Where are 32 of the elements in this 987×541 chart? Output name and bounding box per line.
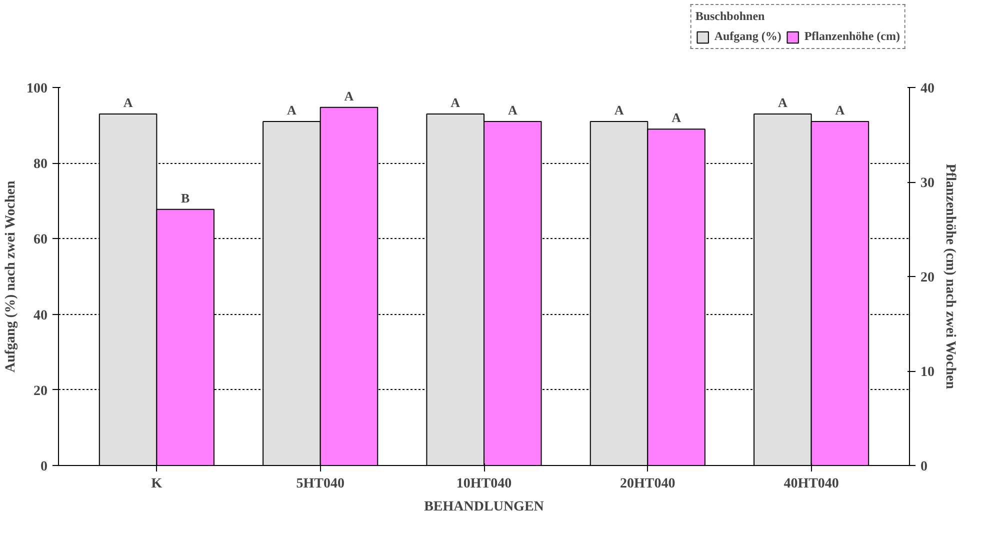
data-label: A xyxy=(344,88,354,104)
data-label: A xyxy=(508,102,518,118)
data-label: A xyxy=(835,102,846,118)
data-label: A xyxy=(123,94,134,110)
data-label: A xyxy=(614,102,624,118)
y-tick-label: 20 xyxy=(34,384,48,399)
data-label: B xyxy=(180,190,190,206)
x-tick-label: K xyxy=(151,476,162,492)
legend-label: Pflanzenhöhe (cm) xyxy=(804,29,900,44)
legend-title: Buschbohnen xyxy=(695,9,766,24)
data-label: A xyxy=(778,94,788,110)
data-label: A xyxy=(287,102,298,118)
x-tick-label: 20HT040 xyxy=(620,476,676,492)
y2-tick-label: 20 xyxy=(920,270,934,286)
y2-tick-label: 0 xyxy=(920,460,928,474)
x-tick-label: 40HT040 xyxy=(784,476,839,492)
x-tick-label: 10HT040 xyxy=(456,476,512,492)
y2-tick-label: 30 xyxy=(920,176,934,191)
data-label: A xyxy=(450,94,461,110)
x-tick-label: 5HT040 xyxy=(296,476,344,492)
y-tick-label: 40 xyxy=(34,308,48,324)
y-tick-label: 100 xyxy=(26,82,48,96)
y-tick-label: 60 xyxy=(34,232,48,248)
y-axis-title: Aufgang (%) nach zwei Wochen xyxy=(4,180,18,373)
y-tick-label: 0 xyxy=(40,460,48,474)
y2-tick-label: 10 xyxy=(920,365,934,380)
x-axis-title: BEHANDLUNGEN xyxy=(424,500,544,514)
y2-axis-title: Pflanzenhöhe (cm) nach zwei Wochen xyxy=(942,164,958,390)
y-tick-label: 80 xyxy=(34,157,48,172)
legend-label: Aufgang (%) xyxy=(714,29,782,44)
y2-tick-label: 40 xyxy=(920,82,934,96)
data-label: A xyxy=(672,110,682,126)
